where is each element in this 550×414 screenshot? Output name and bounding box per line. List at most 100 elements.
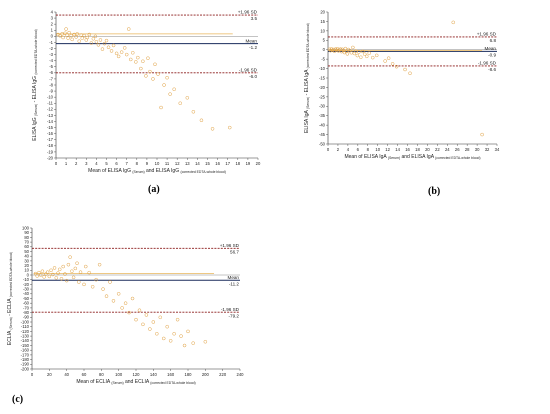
y-tick-label: 3: [51, 15, 54, 20]
data-point: [116, 54, 121, 59]
mean-value: -0.9: [488, 53, 496, 58]
data-point: [91, 37, 96, 41]
data-point: [68, 255, 72, 259]
lower-loa-label: -1.96 SD: [478, 61, 497, 66]
y-tick-label: -20: [47, 155, 54, 160]
upper-loa-value: 6.8: [490, 38, 497, 43]
x-tick-label: 16: [215, 161, 220, 166]
x-tick-label: 40: [64, 372, 69, 377]
data-point: [128, 57, 133, 62]
y-tick-label: 100: [22, 225, 30, 230]
data-point: [49, 268, 53, 273]
y-axis-title: ELISA IgA (Serum) - ELISA IgA (corrected…: [304, 23, 310, 133]
data-point: [131, 51, 135, 55]
data-point: [148, 327, 152, 331]
x-tick-label: 10: [375, 147, 380, 152]
data-point: [59, 277, 64, 281]
data-point: [182, 343, 187, 348]
lower-loa-value: -79.2: [229, 313, 240, 318]
data-point: [137, 308, 142, 312]
y-tick-label: -50: [23, 296, 30, 301]
data-point: [82, 33, 87, 38]
data-point: [90, 285, 95, 289]
upper-loa-value: 3.5: [251, 16, 258, 21]
data-point: [394, 64, 399, 69]
y-axis-title-main: ECLIA: [7, 330, 13, 346]
x-axis-title-mid: and ECLIA: [124, 379, 151, 385]
data-point: [116, 292, 121, 296]
y-tick-label: -60: [23, 301, 30, 306]
data-point: [367, 51, 372, 55]
upper-loa-label: +1.96 SD: [477, 32, 497, 37]
x-tick-label: 12: [175, 161, 180, 166]
y-tick-label: -80: [23, 310, 30, 315]
data-point: [357, 50, 361, 54]
data-point: [82, 282, 86, 287]
y-tick-label: -16: [47, 131, 54, 136]
y-tick-label: 0: [51, 34, 54, 39]
data-point: [354, 49, 358, 53]
x-axis-title-sub2: (corrected EDTA-whole blood): [180, 170, 225, 174]
data-point: [151, 77, 155, 81]
data-point: [156, 72, 160, 76]
upper-loa-label: +1.96 SD: [238, 10, 258, 15]
data-point: [40, 269, 45, 273]
y-axis-title-sub1: (Serum): [306, 97, 310, 109]
x-axis-title: Mean of ELISA IgG (Serum) and ELISA IgG …: [88, 168, 226, 174]
x-tick-label: 1: [65, 161, 68, 166]
data-point: [480, 132, 484, 137]
panel-label: (b): [428, 186, 440, 197]
x-axis-title: Mean of ELISA IgA (Serum) and ELISA IgA …: [344, 154, 480, 160]
x-tick-label: 8: [367, 147, 370, 152]
data-point: [58, 33, 62, 38]
data-point: [172, 332, 176, 336]
x-tick-label: 140: [150, 372, 158, 377]
data-point: [101, 287, 105, 291]
data-point: [63, 272, 67, 276]
x-tick-label: 32: [485, 147, 490, 152]
y-tick-label: 90: [24, 230, 29, 235]
data-point: [104, 294, 109, 298]
x-tick-label: 18: [235, 161, 240, 166]
data-point: [134, 317, 138, 322]
data-point: [65, 33, 69, 37]
data-point: [352, 51, 357, 56]
x-tick-label: 14: [395, 147, 400, 152]
data-point: [75, 32, 79, 36]
y-axis-title-mid: - ELISA IgG: [32, 75, 38, 104]
x-axis-title-sub2: (corrected EDTA-whole blood): [435, 156, 480, 160]
x-tick-label: 5: [105, 161, 108, 166]
y-tick-label: -4: [49, 58, 53, 63]
data-point: [63, 31, 67, 36]
y-tick-label: -5: [321, 57, 325, 62]
data-point: [73, 266, 78, 271]
y-axis-title-mid: - ELISA IgA: [304, 68, 310, 96]
y-tick-label: -40: [23, 291, 30, 296]
data-point: [127, 310, 131, 315]
data-point: [37, 270, 41, 275]
y-tick-label: -2: [49, 46, 53, 51]
data-point: [161, 336, 166, 341]
mean-label: Mean: [228, 275, 240, 280]
data-point: [141, 322, 145, 327]
data-point: [94, 277, 98, 282]
data-point: [97, 262, 102, 267]
data-point: [210, 127, 215, 131]
y-tick-label: -15: [47, 125, 54, 130]
data-point: [374, 53, 379, 58]
data-point: [44, 272, 48, 276]
upper-loa-label: +1.96 SD: [220, 243, 240, 248]
x-tick-label: 80: [99, 372, 104, 377]
data-point: [89, 41, 94, 45]
data-point: [153, 62, 157, 67]
data-point: [370, 55, 375, 60]
data-point: [57, 267, 62, 272]
data-point: [168, 339, 173, 343]
data-point: [51, 272, 55, 277]
x-axis-title-sub1: (Serum): [388, 156, 400, 160]
y-axis-title: ECLIA (Serum) - ECLIA (corrected EDTA-wh…: [7, 252, 13, 345]
y-tick-label: -1: [49, 40, 53, 45]
x-tick-label: 20: [256, 161, 261, 166]
data-point: [69, 33, 73, 38]
x-tick-label: 28: [465, 147, 470, 152]
